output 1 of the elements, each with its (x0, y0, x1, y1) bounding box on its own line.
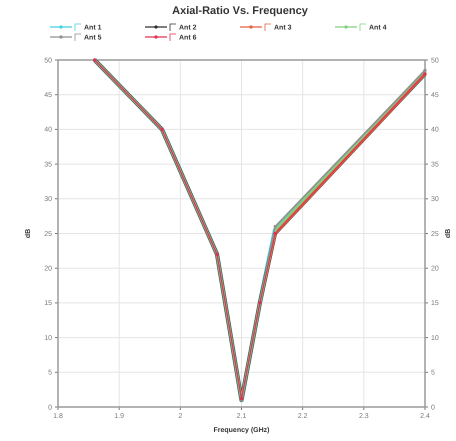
chart-title: Axial-Ratio Vs. Frequency (172, 5, 309, 17)
